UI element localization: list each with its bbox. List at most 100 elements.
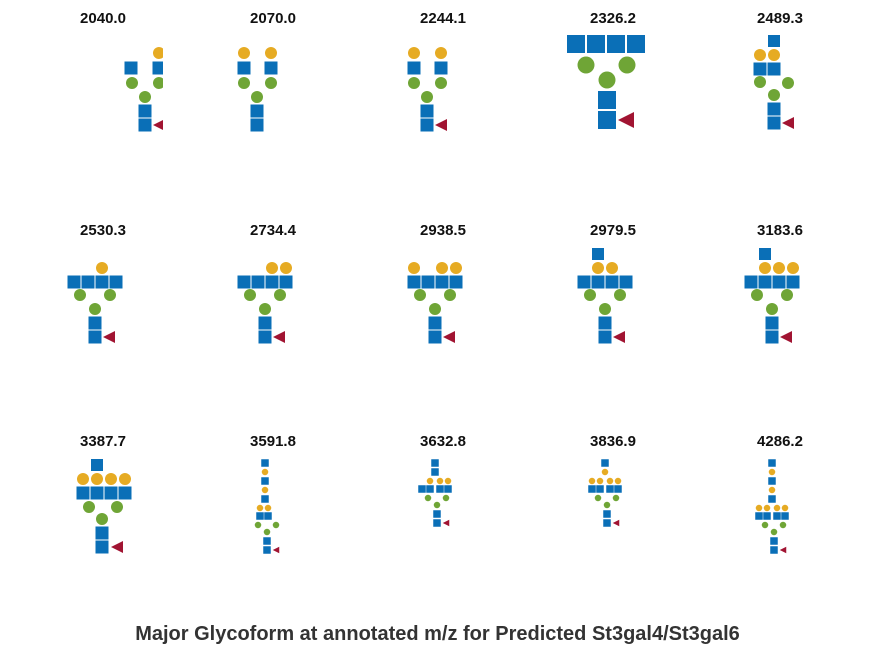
glcnac-square xyxy=(614,485,622,493)
mannose-circle xyxy=(618,56,636,74)
glycan-structure xyxy=(407,47,448,132)
mannose-circle xyxy=(259,303,271,315)
glcnac-square xyxy=(118,486,132,500)
galactose-circle xyxy=(768,468,776,476)
mannose-circle xyxy=(598,71,616,89)
glcnac-square xyxy=(250,118,264,132)
glycoform-cell: 3591.8 xyxy=(213,433,333,643)
galactose-circle xyxy=(450,262,462,274)
glcnac-square xyxy=(767,102,781,116)
glcnac-square xyxy=(770,537,778,545)
glcnac-square xyxy=(426,485,434,493)
galactose-circle xyxy=(408,47,420,59)
glycan-structure xyxy=(407,262,463,344)
glcnac-square xyxy=(781,512,789,520)
mannose-circle xyxy=(238,77,250,89)
glycoform-cell: 2489.3 xyxy=(720,10,840,220)
mannose-circle xyxy=(424,494,432,502)
mannose-circle xyxy=(612,494,620,502)
glcnac-square xyxy=(591,275,605,289)
mannose-circle xyxy=(433,501,441,509)
mannose-circle xyxy=(139,91,151,103)
mannose-circle xyxy=(254,521,262,529)
glcnac-square xyxy=(138,118,152,132)
mannose-circle xyxy=(766,303,778,315)
glcnac-square xyxy=(258,316,272,330)
mz-label: 3591.8 xyxy=(250,433,296,450)
galactose-circle xyxy=(265,47,277,59)
glcnac-square xyxy=(627,35,645,53)
fucose-triangle xyxy=(443,331,455,343)
galactose-circle xyxy=(773,262,785,274)
glcnac-square xyxy=(598,91,616,109)
glcnac-square xyxy=(261,459,269,467)
glcnac-square xyxy=(755,512,763,520)
glcnac-square xyxy=(88,330,102,344)
glycan-structure xyxy=(753,35,794,130)
mz-label: 2734.4 xyxy=(250,222,296,239)
glcnac-square xyxy=(421,275,435,289)
fucose-triangle xyxy=(103,331,115,343)
glcnac-square xyxy=(263,537,271,545)
glcnac-square xyxy=(449,275,463,289)
galactose-circle xyxy=(238,47,250,59)
glcnac-square xyxy=(124,61,138,75)
glcnac-square xyxy=(261,477,269,485)
glcnac-square xyxy=(81,275,95,289)
mannose-circle xyxy=(244,289,256,301)
mz-label: 3183.6 xyxy=(757,222,803,239)
glycan-structure xyxy=(755,459,789,554)
glcnac-square xyxy=(601,459,609,467)
mannose-circle xyxy=(263,528,271,536)
galactose-circle xyxy=(768,49,780,61)
galactose-circle xyxy=(119,473,131,485)
galactose-circle xyxy=(77,473,89,485)
galactose-circle xyxy=(266,262,278,274)
glycoform-cell: 2070.0 xyxy=(213,10,333,220)
galactose-circle xyxy=(91,473,103,485)
glcnac-square xyxy=(606,485,614,493)
mannose-circle xyxy=(442,494,450,502)
galactose-circle xyxy=(96,262,108,274)
glcnac-square xyxy=(767,62,781,76)
galactose-circle xyxy=(588,477,596,485)
mannose-circle xyxy=(251,91,263,103)
glcnac-square xyxy=(428,316,442,330)
glcnac-square xyxy=(786,275,800,289)
mannose-circle xyxy=(599,303,611,315)
mannose-circle xyxy=(577,56,595,74)
glcnac-square xyxy=(765,316,779,330)
mannose-circle xyxy=(153,77,163,89)
mannose-circle xyxy=(111,501,123,513)
glcnac-square xyxy=(765,330,779,344)
fucose-triangle xyxy=(612,519,620,527)
mz-label: 3387.7 xyxy=(80,433,126,450)
mz-label: 2326.2 xyxy=(590,10,636,27)
galactose-circle xyxy=(435,47,447,59)
mannose-circle xyxy=(408,77,420,89)
mannose-circle xyxy=(761,521,769,529)
mannose-circle xyxy=(444,289,456,301)
galactose-circle xyxy=(754,49,766,61)
mz-label: 2489.3 xyxy=(757,10,803,27)
mannose-circle xyxy=(754,76,766,88)
mannose-circle xyxy=(594,494,602,502)
glcnac-square xyxy=(587,35,605,53)
mannose-circle xyxy=(89,303,101,315)
mannose-circle xyxy=(751,289,763,301)
galactose-circle xyxy=(426,477,434,485)
glcnac-square xyxy=(90,486,104,500)
glcnac-square xyxy=(420,104,434,118)
glcnac-square xyxy=(567,35,585,53)
fucose-triangle xyxy=(618,112,634,128)
glcnac-square xyxy=(759,248,771,260)
galactose-circle xyxy=(153,47,163,59)
glycan-structure xyxy=(588,459,622,527)
glcnac-square xyxy=(95,526,109,540)
glcnac-square xyxy=(767,116,781,130)
glcnac-square xyxy=(588,485,596,493)
glycoform-cell: 2326.2 xyxy=(553,10,673,220)
galactose-circle xyxy=(436,262,448,274)
glcnac-square xyxy=(434,61,448,75)
mz-label: 3632.8 xyxy=(420,433,466,450)
